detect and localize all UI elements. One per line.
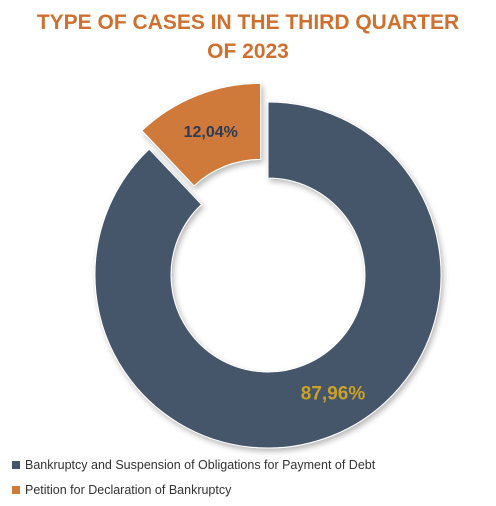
data-label-0: 87,96% [301, 383, 366, 404]
legend-swatch [12, 486, 20, 494]
donut-slice-0 [94, 101, 442, 449]
legend-label: Bankruptcy and Suspension of Obligations… [25, 458, 376, 472]
legend-swatch [12, 461, 20, 469]
chart-title-line-1: TYPE OF CASES IN THE THIRD QUARTER [36, 11, 460, 34]
chart-title: TYPE OF CASES IN THE THIRD QUARTER OF 20… [0, 8, 496, 66]
legend-item-declaration-of-bankruptcy: Petition for Declaration of Bankruptcy [12, 481, 375, 499]
donut-slice-1 [141, 82, 262, 187]
legend: Bankruptcy and Suspension of Obligations… [12, 456, 375, 506]
data-label-1: 12,04% [184, 124, 238, 141]
legend-item-bankruptcy-suspension: Bankruptcy and Suspension of Obligations… [12, 456, 375, 474]
legend-label: Petition for Declaration of Bankruptcy [25, 483, 232, 497]
chart-title-line-2: OF 2023 [207, 40, 289, 63]
